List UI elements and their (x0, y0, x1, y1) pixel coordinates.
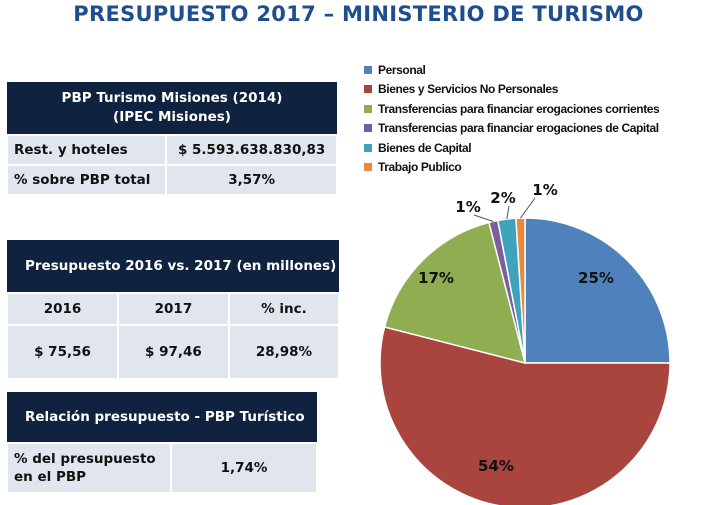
legend-item: Transferencias para financiar erogacione… (364, 119, 659, 139)
presupuesto-comparison-table: Presupuesto 2016 vs. 2017 (en millones) … (6, 240, 341, 380)
relacion-table-header: Relación presupuesto - PBP Turístico (7, 392, 317, 443)
table-row: 2016 2017% inc. (6, 292, 341, 326)
legend-swatch (364, 143, 372, 152)
table-row: % sobre PBP total 3,57% (5, 164, 338, 196)
table-row: % del presupuesto en el PBP 1,74% (6, 442, 318, 494)
row-label: Rest. y hoteles (5, 134, 168, 166)
pbp-turismo-table: PBP Turismo Misiones (2014) (IPEC Misione… (5, 82, 338, 196)
legend-swatch (364, 85, 372, 94)
legend-swatch (364, 124, 372, 133)
column-header: 2016 (6, 292, 119, 326)
leader-line (520, 197, 536, 219)
leader-line (506, 205, 510, 220)
legend-label: Bienes y Servicios No Personales (378, 82, 558, 97)
legend-label: Personal (378, 62, 426, 77)
row-label: % sobre PBP total (5, 164, 168, 196)
legend-item: Trabajo Publico (364, 158, 659, 178)
legend-item: Bienes de Capital (364, 138, 659, 158)
data-label: 54% (478, 457, 514, 475)
page-title: PRESUPUESTO 2017 – MINISTERIO DE TURISMO (73, 2, 644, 26)
legend-label: Trabajo Publico (378, 160, 462, 175)
cell-value: $ 97,46 (116, 324, 230, 380)
legend-item: Personal (364, 60, 659, 80)
row-value: 3,57% (165, 164, 338, 196)
legend-item: Bienes y Servicios No Personales (364, 80, 659, 100)
pie-slice (383, 221, 527, 365)
leader-line (473, 214, 494, 222)
comparison-table-header: Presupuesto 2016 vs. 2017 (en millones) (7, 240, 339, 293)
header-line-1: PBP Turismo Misiones (2014) (61, 90, 283, 106)
pie-slice (524, 217, 671, 364)
row-label: % del presupuesto en el PBP (6, 442, 172, 494)
row-value: $ 5.593.638.830,83 (165, 134, 338, 166)
relacion-table: Relación presupuesto - PBP Turístico % d… (6, 392, 318, 494)
data-label: 1% (455, 198, 480, 216)
header-line-2: (IPEC Misiones) (113, 109, 231, 125)
data-label: 17% (418, 269, 454, 287)
legend-item: Transferencias para financiar erogacione… (364, 99, 660, 119)
pbp-table-header: PBP Turismo Misiones (2014) (IPEC Misione… (7, 82, 337, 135)
column-header: % inc. (227, 292, 341, 326)
legend-swatch (364, 163, 372, 172)
table-row: $ 75,56 $ 97,46 28,98% (6, 324, 341, 380)
legend-swatch (364, 65, 372, 74)
legend-label: Transferencias para financiar erogacione… (378, 121, 659, 136)
pie-slice (515, 217, 526, 364)
table-row: Rest. y hoteles $ 5.593.638.830,83 (5, 134, 338, 166)
cell-value: 28,98% (227, 324, 341, 380)
data-label: 1% (532, 181, 557, 199)
legend-label: Bienes de Capital (378, 140, 472, 155)
pie-slice (379, 326, 671, 505)
legend-label: Transferencias para financiar erogacione… (378, 101, 660, 116)
column-header: 2017 (116, 292, 230, 326)
chart-legend: Personal Bienes y Servicios No Personales… (364, 60, 660, 178)
legend-swatch (364, 104, 372, 113)
data-label: 25% (578, 269, 614, 287)
cell-value: $ 75,56 (6, 324, 119, 380)
row-value: 1,74% (170, 442, 318, 494)
data-label: 2% (490, 189, 515, 207)
